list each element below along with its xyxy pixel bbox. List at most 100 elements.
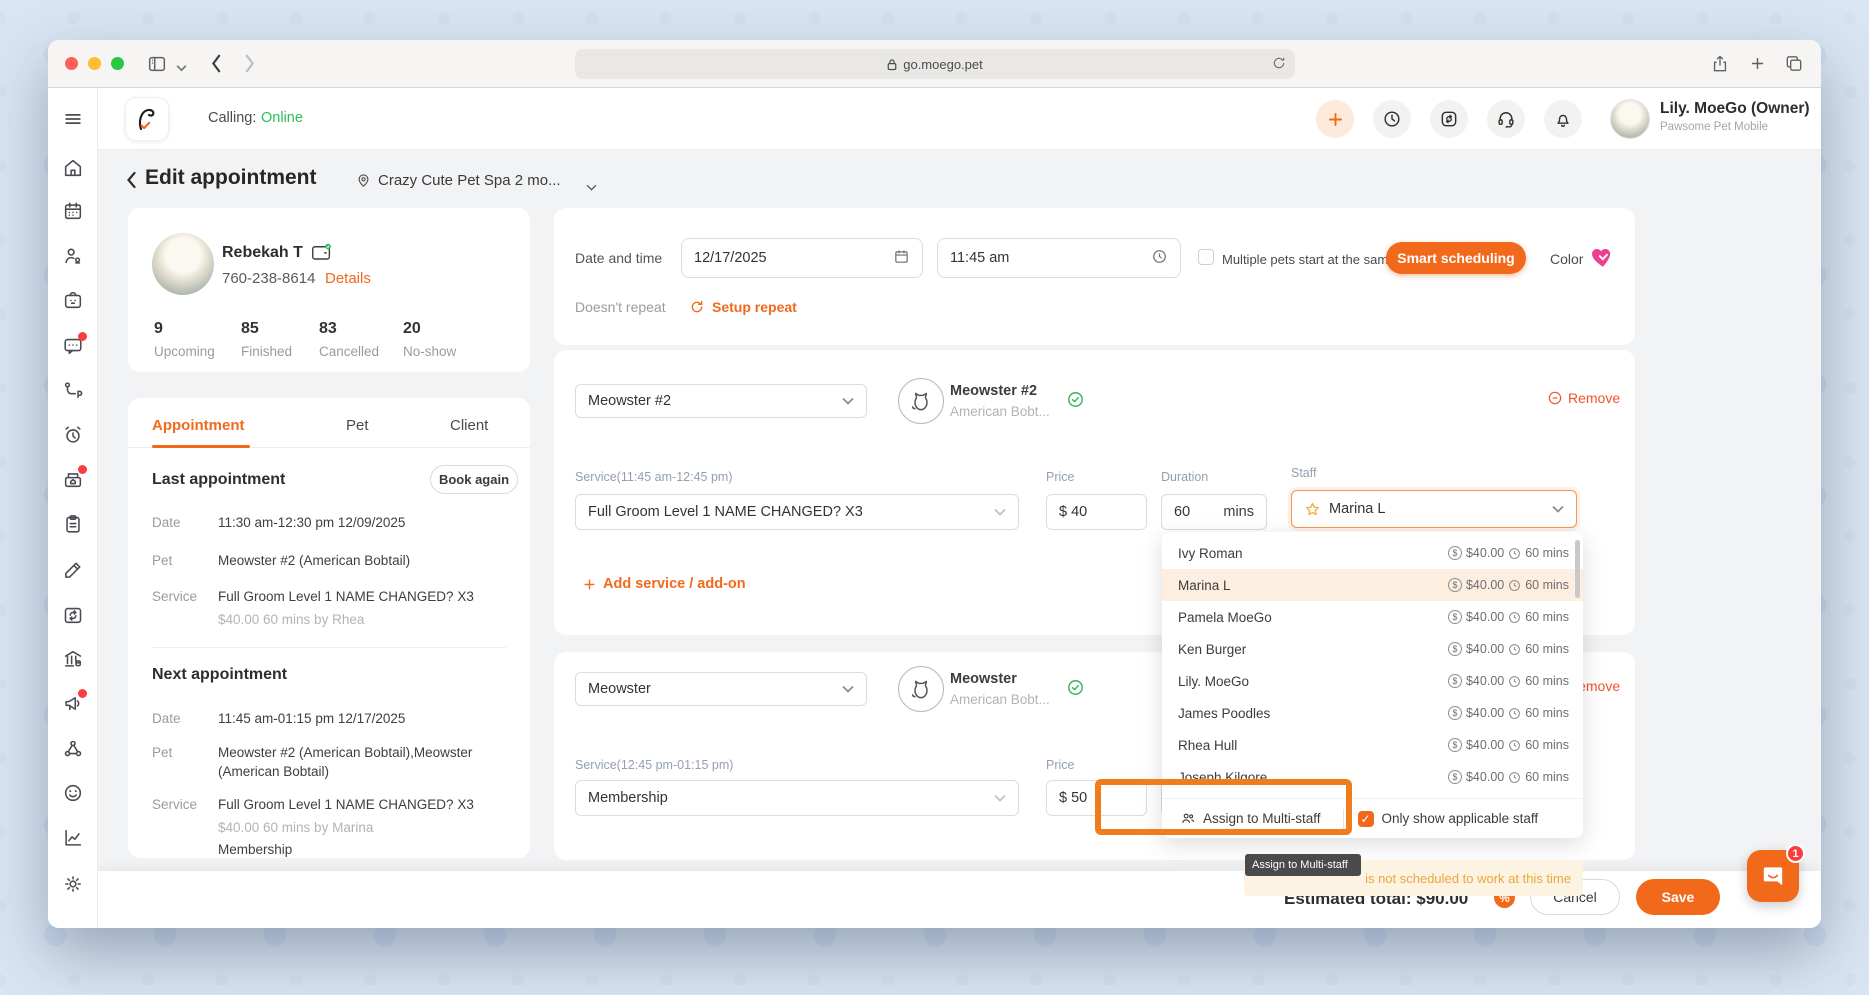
staff-option-price: $40.00: [1465, 674, 1505, 688]
staff-option[interactable]: Rhea Hull $ $40.00 60 mins: [1178, 737, 1569, 753]
forward-button[interactable]: [244, 54, 255, 78]
pet2-service-input[interactable]: Membership: [575, 780, 1019, 816]
reviews-icon[interactable]: [62, 782, 84, 804]
back-chevron-icon[interactable]: [126, 171, 137, 194]
moego-logo[interactable]: [125, 97, 169, 141]
finance-icon[interactable]: [62, 648, 84, 670]
reminders-icon[interactable]: [62, 424, 84, 446]
book-again-button[interactable]: Book again: [430, 465, 518, 494]
staff-option[interactable]: Pamela MoeGo $ $40.00 60 mins: [1178, 609, 1569, 625]
grooming-notes-icon[interactable]: [62, 559, 84, 581]
date-input[interactable]: 12/17/2025: [681, 238, 923, 278]
url-bar[interactable]: go.moego.pet: [575, 49, 1295, 79]
stat-noshow-value: 20: [403, 320, 421, 337]
pet1-staff-select[interactable]: Marina L: [1291, 490, 1577, 528]
close-window-button[interactable]: [65, 57, 78, 70]
next-service-value: Full Groom Level 1 NAME CHANGED? X3: [218, 797, 474, 812]
calling-status[interactable]: Online: [261, 110, 303, 126]
staff-option-duration: 60 mins: [1525, 546, 1569, 560]
chat-widget-button[interactable]: 1: [1747, 844, 1805, 902]
tab-appointment[interactable]: Appointment: [152, 417, 245, 434]
agreements-icon[interactable]: [62, 513, 84, 535]
time-input[interactable]: 11:45 am: [937, 238, 1181, 278]
assign-multi-staff-button[interactable]: Assign to Multi-staff: [1180, 811, 1321, 826]
sync-status-button[interactable]: [1430, 100, 1468, 138]
page-content: Edit appointment Crazy Cute Pet Spa 2 mo…: [98, 150, 1821, 928]
side-nav: [48, 88, 98, 928]
referrals-icon[interactable]: [62, 738, 84, 760]
clients-icon[interactable]: [62, 245, 84, 267]
user-avatar[interactable]: [1610, 99, 1650, 139]
location-selector[interactable]: Crazy Cute Pet Spa 2 mo...: [378, 172, 561, 189]
back-button[interactable]: [211, 54, 222, 78]
dollar-circle-icon: $: [1447, 546, 1462, 560]
pet2-select[interactable]: Meowster: [575, 672, 867, 706]
tab-client[interactable]: Client: [450, 417, 489, 434]
zoom-window-button[interactable]: [111, 57, 124, 70]
staff-option[interactable]: Ken Burger $ $40.00 60 mins: [1178, 641, 1569, 657]
smart-scheduling-button[interactable]: Smart scheduling: [1386, 242, 1526, 274]
client-name[interactable]: Rebekah T: [222, 244, 303, 261]
pet1-duration-input[interactable]: 60 mins: [1161, 494, 1267, 530]
staff-option[interactable]: James Poodles $ $40.00 60 mins: [1178, 705, 1569, 721]
multi-pets-checkbox[interactable]: [1198, 249, 1214, 265]
pet2-price-value: $ 50: [1059, 790, 1088, 806]
location-pin-icon: [356, 172, 371, 194]
assign-multi-staff-tooltip: Assign to Multi-staff: [1245, 854, 1361, 876]
staff-option[interactable]: Ivy Roman $ $40.00 60 mins: [1162, 537, 1583, 569]
chevron-down-icon[interactable]: [176, 59, 187, 77]
staff-option[interactable]: Lily. MoeGo $ $40.00 60 mins: [1178, 673, 1569, 689]
staff-option-duration: 60 mins: [1525, 642, 1569, 656]
share-icon[interactable]: [1710, 53, 1730, 80]
stat-upcoming-label: Upcoming: [154, 344, 215, 359]
new-tab-icon[interactable]: [1748, 54, 1767, 78]
calendar-icon[interactable]: [62, 200, 84, 222]
pet1-vaccine-check-icon: [1066, 390, 1085, 414]
client-details-link[interactable]: Details: [325, 270, 371, 287]
refresh-icon[interactable]: [1272, 56, 1286, 73]
stat-cancelled-label: Cancelled: [319, 344, 380, 359]
create-appointment-button[interactable]: [1316, 100, 1354, 138]
smart-route-icon[interactable]: [62, 379, 84, 401]
support-headset-button[interactable]: [1487, 100, 1525, 138]
staff-option-duration: 60 mins: [1525, 738, 1569, 752]
pet1-select[interactable]: Meowster #2: [575, 384, 867, 418]
minimize-window-button[interactable]: [88, 57, 101, 70]
home-icon[interactable]: [62, 157, 84, 179]
menu-icon[interactable]: [62, 108, 84, 130]
tab-pet[interactable]: Pet: [346, 417, 369, 434]
client-avatar[interactable]: [152, 233, 214, 295]
pet1-price-input[interactable]: $ 40: [1046, 494, 1147, 530]
register-icon[interactable]: [62, 465, 87, 490]
staff-option-duration: 60 mins: [1525, 610, 1569, 624]
location-chevron-icon[interactable]: [586, 178, 597, 196]
next-date-value: 11:45 am-01:15 pm 12/17/2025: [218, 711, 406, 726]
settings-gear-icon[interactable]: [62, 873, 84, 895]
dropdown-scrollbar[interactable]: [1575, 540, 1580, 598]
marketing-icon[interactable]: [62, 689, 87, 714]
waitlist-clock-button[interactable]: [1373, 100, 1411, 138]
pet-vault-icon[interactable]: [62, 289, 84, 311]
tab-overview-icon[interactable]: [1784, 53, 1804, 79]
wallet-icon[interactable]: [311, 243, 332, 266]
staff-option-duration: 60 mins: [1525, 706, 1569, 720]
save-button[interactable]: Save: [1636, 879, 1720, 915]
repeat-bookings-icon[interactable]: [62, 604, 84, 626]
only-show-applicable-checkbox[interactable]: ✓: [1357, 810, 1374, 827]
sidebar-toggle-icon[interactable]: [146, 53, 168, 80]
setup-repeat-link[interactable]: Setup repeat: [712, 299, 797, 315]
last-date-value: 11:30 am-12:30 pm 12/09/2025: [218, 515, 406, 530]
pet1-service-input[interactable]: Full Groom Level 1 NAME CHANGED? X3: [575, 494, 1019, 530]
next-pet-label: Pet: [152, 745, 173, 760]
messages-icon[interactable]: [62, 332, 87, 357]
add-service-link[interactable]: Add service / add-on: [583, 576, 746, 592]
client-phone[interactable]: 760-238-8614: [222, 270, 316, 287]
pet1-select-value: Meowster #2: [588, 393, 672, 409]
staff-option-selected[interactable]: Marina L $ $40.00 60 mins: [1162, 569, 1583, 601]
color-heart-picker[interactable]: [1590, 245, 1616, 274]
pet1-remove-button[interactable]: Remove: [1547, 390, 1620, 406]
staff-option-price: $40.00: [1465, 706, 1505, 720]
reports-icon[interactable]: [62, 827, 84, 849]
user-name[interactable]: Lily. MoeGo (Owner): [1660, 100, 1810, 117]
notifications-bell-button[interactable]: [1544, 100, 1582, 138]
